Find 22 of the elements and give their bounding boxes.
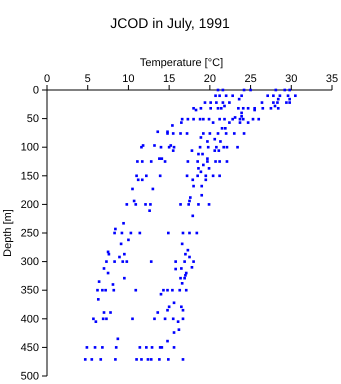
x-tick-label: 30	[285, 73, 298, 85]
x-tick-label: 0	[44, 73, 50, 85]
y-tick-label: 200	[20, 198, 39, 211]
x-tick-label: 35	[326, 73, 338, 85]
x-tick-label: 25	[244, 73, 257, 85]
y-tick-label: 300	[20, 256, 39, 268]
x-tick-label: 10	[122, 73, 135, 85]
y-tick-label: 350	[20, 284, 39, 297]
y-tick-label: 400	[20, 313, 39, 326]
y-tick-label: 250	[20, 228, 39, 240]
x-tick-label: 15	[163, 73, 176, 85]
y-axis-title: Depth [m]	[2, 209, 14, 257]
chart-title: JCOD in July, 1991	[110, 15, 230, 31]
y-tick-label: 150	[20, 170, 39, 182]
y-tick-label: 0	[32, 84, 39, 97]
y-tick-label: 500	[20, 370, 39, 383]
y-tick-label: 450	[20, 342, 39, 354]
x-tick-label: 5	[84, 73, 91, 85]
x-axis-title: Temperature [°C]	[140, 57, 224, 69]
y-tick-label: 50	[26, 113, 39, 126]
x-tick-label: 20	[204, 73, 216, 85]
y-tick-label: 100	[20, 142, 39, 154]
